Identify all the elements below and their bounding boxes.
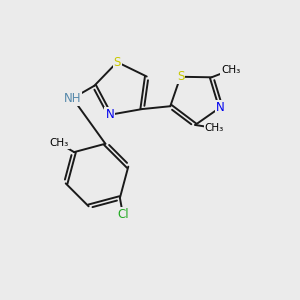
Text: CH₃: CH₃ <box>50 138 69 148</box>
Text: CH₃: CH₃ <box>205 123 224 133</box>
Text: N: N <box>216 100 225 114</box>
Text: S: S <box>177 70 184 83</box>
Text: N: N <box>105 108 114 121</box>
Text: S: S <box>113 56 121 69</box>
Text: CH₃: CH₃ <box>221 65 240 75</box>
Text: Cl: Cl <box>117 208 129 220</box>
Text: NH: NH <box>64 92 81 105</box>
